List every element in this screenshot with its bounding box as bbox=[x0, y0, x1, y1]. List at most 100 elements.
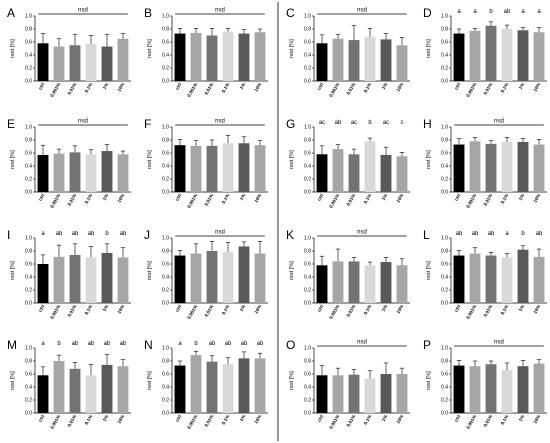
significance-letter: b bbox=[368, 120, 372, 126]
y-tick-label: 0.6 bbox=[441, 372, 448, 378]
x-tick-label: 0.001% bbox=[465, 193, 477, 209]
significance-letter: a bbox=[473, 9, 477, 15]
panel-letter: I bbox=[7, 228, 10, 242]
bar bbox=[396, 156, 408, 192]
x-tick-label: 0.01% bbox=[67, 414, 78, 428]
x-tick-label: 10% bbox=[116, 82, 125, 92]
significance-letter: ab bbox=[536, 231, 543, 237]
y-tick-label: 0.6 bbox=[304, 262, 311, 268]
y-axis-label: rest [%] bbox=[289, 261, 295, 280]
x-tick-label: ctrl bbox=[316, 414, 324, 423]
y-tick-label: 0.4 bbox=[441, 164, 448, 170]
y-tick-label: 0.6 bbox=[25, 262, 32, 268]
y-tick-label: 1.0 bbox=[441, 346, 448, 352]
bar bbox=[533, 144, 545, 192]
x-tick-label: 1% bbox=[239, 304, 247, 312]
y-tick-label: 0.0 bbox=[441, 190, 448, 196]
bar bbox=[238, 143, 250, 192]
x-tick-label: 0.01% bbox=[204, 304, 215, 318]
y-axis-label: rest [%] bbox=[147, 150, 153, 169]
x-tick-label: 0.01% bbox=[483, 193, 494, 207]
bar bbox=[316, 375, 328, 413]
y-axis-label: rest [%] bbox=[289, 39, 295, 58]
x-tick-label: ctrl bbox=[316, 193, 324, 202]
y-axis-label: rest [%] bbox=[10, 371, 16, 390]
bar bbox=[364, 265, 376, 303]
x-tick-label: 10% bbox=[532, 304, 541, 314]
x-tick-label: ctrl bbox=[174, 193, 182, 202]
y-tick-label: 0.4 bbox=[162, 275, 169, 281]
bar bbox=[316, 43, 328, 81]
y-tick-label: 0.4 bbox=[304, 164, 311, 170]
bar bbox=[117, 366, 129, 413]
x-tick-label: 0.1% bbox=[500, 82, 510, 94]
x-tick-label: ctrl bbox=[174, 82, 182, 91]
x-tick-label: 0.01% bbox=[204, 82, 215, 96]
significance-letter: b bbox=[194, 341, 198, 347]
panel-letter: L bbox=[423, 228, 430, 242]
y-axis-label: rest [%] bbox=[10, 150, 16, 169]
significance-letter: ac bbox=[319, 120, 325, 126]
y-tick-label: 0.0 bbox=[25, 190, 32, 196]
x-tick-label: 1% bbox=[239, 82, 247, 90]
significance-letter: ab bbox=[120, 231, 127, 237]
y-tick-label: 0.0 bbox=[441, 79, 448, 85]
x-tick-label: 1% bbox=[239, 193, 247, 201]
y-tick-label: 1.0 bbox=[162, 236, 169, 242]
bar bbox=[396, 374, 408, 413]
bar bbox=[332, 375, 344, 413]
bar bbox=[332, 38, 344, 81]
bar bbox=[380, 262, 392, 303]
y-tick-label: 0.6 bbox=[162, 40, 169, 46]
bar bbox=[238, 246, 250, 303]
y-tick-label: 0.2 bbox=[162, 66, 169, 72]
bar bbox=[332, 261, 344, 303]
x-tick-label: 10% bbox=[395, 304, 404, 314]
x-tick-label: 10% bbox=[253, 304, 262, 314]
panel-letter: M bbox=[7, 338, 17, 352]
y-tick-label: 1.0 bbox=[25, 236, 32, 242]
bar bbox=[206, 251, 218, 303]
significance-letter: ab bbox=[120, 341, 127, 347]
bar bbox=[53, 46, 65, 81]
y-tick-label: 1.0 bbox=[304, 125, 311, 131]
bar bbox=[380, 154, 392, 192]
bar bbox=[238, 358, 250, 413]
x-tick-label: 0.01% bbox=[67, 304, 78, 318]
bar bbox=[380, 39, 392, 81]
panel-letter: A bbox=[7, 6, 15, 20]
panel-letter: P bbox=[423, 338, 431, 352]
significance-letter: ab bbox=[257, 341, 264, 347]
bar bbox=[117, 38, 129, 81]
y-tick-label: 0.2 bbox=[304, 177, 311, 183]
bar bbox=[238, 33, 250, 81]
panel-letter: C bbox=[286, 6, 295, 20]
x-tick-label: 10% bbox=[253, 193, 262, 203]
significance-letter: ab bbox=[88, 341, 95, 347]
y-tick-label: 0.8 bbox=[441, 249, 448, 255]
x-tick-label: 1% bbox=[381, 82, 389, 90]
y-tick-label: 0.6 bbox=[162, 262, 169, 268]
bar bbox=[37, 154, 49, 192]
y-tick-label: 1.0 bbox=[304, 14, 311, 20]
x-tick-label: 10% bbox=[532, 82, 541, 92]
x-tick-label: 0.01% bbox=[67, 193, 78, 207]
y-tick-label: 1.0 bbox=[441, 236, 448, 242]
y-tick-label: 0.6 bbox=[304, 372, 311, 378]
bar bbox=[254, 145, 266, 192]
x-tick-label: 1% bbox=[102, 414, 110, 422]
x-tick-label: 10% bbox=[395, 414, 404, 424]
panel-letter: J bbox=[144, 228, 150, 242]
x-tick-label: 0.01% bbox=[346, 193, 357, 207]
x-tick-label: 0.001% bbox=[465, 304, 477, 320]
significance-letter: ab bbox=[56, 231, 63, 237]
significance-bracket-label: nsd bbox=[215, 230, 225, 236]
x-tick-label: 0.001% bbox=[186, 414, 198, 430]
x-tick-label: 0.01% bbox=[67, 82, 78, 96]
bar bbox=[117, 257, 129, 303]
significance-letter: a bbox=[505, 231, 509, 237]
